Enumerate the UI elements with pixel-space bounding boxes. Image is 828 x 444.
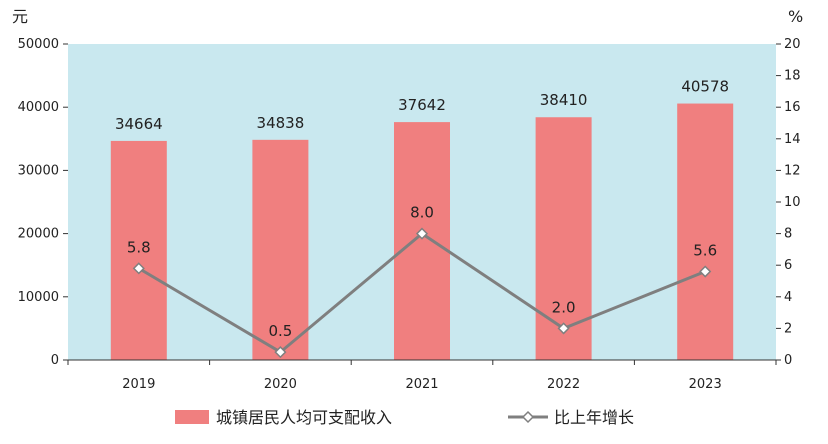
left-tick-label: 50000: [18, 37, 59, 52]
right-tick-label: 10: [784, 195, 801, 210]
bar-value-label: 38410: [540, 91, 588, 109]
x-axis: 2019 2020 2021 2022 2023: [67, 360, 777, 392]
left-tick-label: 10000: [18, 290, 59, 305]
bar-2023: [677, 103, 734, 360]
right-tick-label: 20: [784, 37, 801, 52]
x-tick-label: 2019: [122, 377, 155, 392]
x-tick-label: 2023: [689, 377, 722, 392]
right-y-axis: 0 2 4 6 8 10 12 14 16 18 20: [776, 37, 801, 368]
growth-point: [132, 262, 145, 275]
left-tick-label: 0: [51, 353, 59, 368]
growth-point: [557, 322, 570, 335]
left-axis-unit: 元: [12, 7, 28, 26]
growth-point: [274, 346, 287, 359]
right-axis-unit: %: [788, 7, 803, 26]
right-tick-label: 12: [784, 163, 801, 178]
right-tick-label: 8: [784, 227, 792, 242]
growth-value-label: 0.5: [268, 322, 292, 340]
right-tick-label: 18: [784, 69, 801, 84]
legend-line-marker: [521, 410, 535, 424]
growth-point: [699, 265, 712, 278]
right-tick-label: 2: [784, 321, 792, 336]
x-tick-label: 2022: [547, 377, 580, 392]
right-tick-label: 4: [784, 290, 792, 305]
bar-value-label: 34838: [257, 114, 305, 132]
left-tick-label: 40000: [18, 100, 59, 115]
bar-2019: [110, 140, 167, 360]
legend: 城镇居民人均可支配收入 比上年增长: [175, 408, 634, 427]
bar-value-label: 34664: [115, 115, 163, 133]
left-tick-label: 30000: [18, 163, 59, 178]
legend-bar-label: 城镇居民人均可支配收入: [216, 408, 392, 427]
left-y-axis: 0 10000 20000 30000 40000 50000: [18, 37, 68, 368]
right-tick-label: 6: [784, 258, 792, 273]
growth-value-label: 2.0: [552, 298, 576, 316]
legend-bar-swatch: [175, 410, 209, 424]
right-tick-label: 14: [784, 132, 801, 147]
value-labels-layer: 34664 34838 37642 38410 40578 5.8 0.5 8.0 2.0 5.6: [115, 78, 729, 341]
x-tick-label: 2021: [405, 377, 438, 392]
bar-value-label: 37642: [398, 96, 446, 114]
growth-line-layer: [132, 227, 712, 359]
left-tick-label: 20000: [18, 227, 59, 242]
growth-value-label: 5.6: [693, 242, 717, 260]
growth-point: [415, 227, 429, 240]
bar-2020: [252, 139, 309, 360]
bar-value-label: 40578: [681, 78, 729, 96]
right-tick-label: 16: [784, 100, 801, 115]
legend-line-label: 比上年增长: [554, 408, 634, 427]
right-tick-label: 0: [784, 353, 792, 368]
growth-value-label: 8.0: [410, 204, 434, 222]
bars-layer: [110, 103, 734, 360]
bar-2021: [394, 122, 450, 360]
growth-value-label: 5.8: [127, 238, 151, 256]
x-tick-label: 2020: [264, 377, 297, 392]
